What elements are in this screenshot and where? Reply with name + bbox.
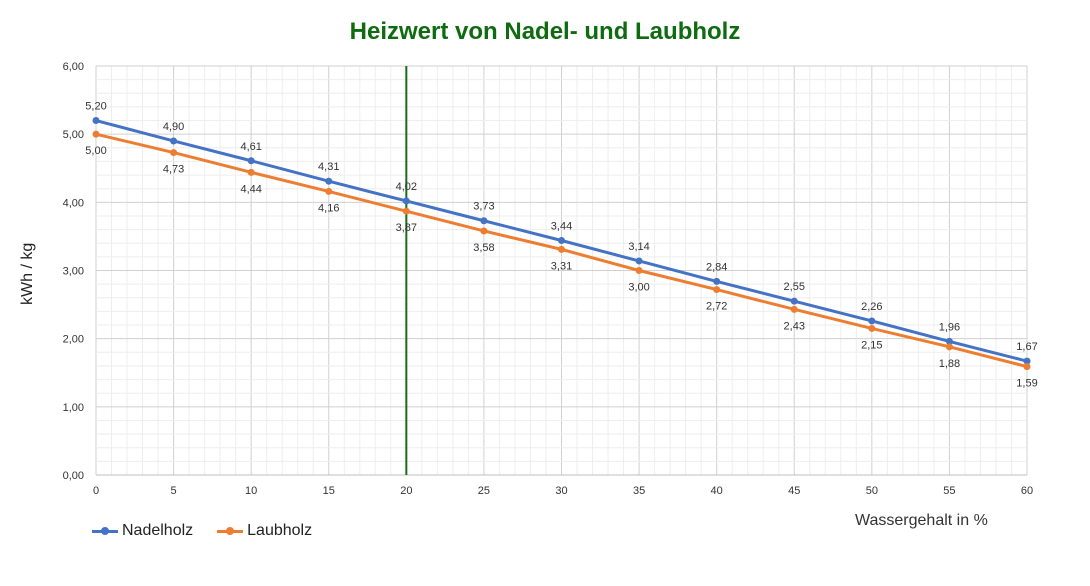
data-label-nadelholz: 2,26 <box>861 301 882 313</box>
data-point-nadelholz <box>635 257 643 265</box>
data-label-nadelholz: 4,02 <box>396 181 417 193</box>
data-label-laubholz: 3,58 <box>473 242 494 254</box>
data-label-laubholz: 5,00 <box>85 145 106 157</box>
data-point-nadelholz <box>790 297 798 305</box>
data-label-nadelholz: 3,14 <box>628 241 649 253</box>
data-point-nadelholz <box>945 337 953 345</box>
data-label-laubholz: 2,15 <box>861 339 882 351</box>
legend-label-laubholz: Laubholz <box>247 522 313 539</box>
data-label-nadelholz: 5,20 <box>85 101 106 113</box>
data-point-nadelholz <box>713 277 721 285</box>
legend-item-nadelholz: Nadelholz <box>92 522 193 540</box>
data-point-laubholz <box>325 187 333 195</box>
data-point-nadelholz <box>558 237 565 245</box>
x-tick-label: 50 <box>866 485 878 497</box>
y-tick-label: 4,00 <box>63 197 84 209</box>
chart-title: Heizwert von Nadel- und Laubholz <box>349 18 741 45</box>
data-label-laubholz: 4,16 <box>318 202 339 214</box>
data-point-laubholz <box>558 245 565 253</box>
data-point-laubholz <box>713 286 721 294</box>
data-label-laubholz: 3,31 <box>551 260 572 272</box>
data-label-laubholz: 3,00 <box>628 282 649 294</box>
data-point-nadelholz <box>92 117 100 125</box>
legend-swatch-nadelholz <box>92 526 118 535</box>
data-point-nadelholz <box>247 157 255 165</box>
legend: Nadelholz Laubholz <box>92 522 312 540</box>
data-point-laubholz <box>92 130 100 138</box>
y-tick-label: 5,00 <box>63 129 84 141</box>
data-label-nadelholz: 2,84 <box>706 261 727 273</box>
legend-item-laubholz: Laubholz <box>217 522 312 540</box>
x-tick-label: 40 <box>711 485 723 497</box>
x-tick-label: 15 <box>323 485 335 497</box>
data-point-nadelholz <box>480 217 488 225</box>
y-tick-label: 2,00 <box>63 334 84 346</box>
data-label-nadelholz: 1,67 <box>1016 341 1037 353</box>
data-point-nadelholz <box>170 137 178 145</box>
data-label-nadelholz: 3,44 <box>551 221 572 233</box>
data-label-nadelholz: 3,73 <box>473 201 494 213</box>
data-label-laubholz: 2,43 <box>784 320 805 332</box>
x-tick-label: 35 <box>633 485 645 497</box>
x-tick-label: 5 <box>171 485 177 497</box>
x-tick-label: 10 <box>245 485 257 497</box>
x-axis-label: Wassergehalt in % <box>855 512 988 529</box>
data-point-laubholz <box>790 305 798 313</box>
x-tick-label: 0 <box>93 485 99 497</box>
y-tick-label: 3,00 <box>63 266 84 278</box>
y-tick-label: 0,00 <box>63 470 84 482</box>
data-label-laubholz: 3,87 <box>396 222 417 234</box>
data-point-laubholz <box>1023 363 1031 371</box>
data-label-nadelholz: 4,90 <box>163 121 184 133</box>
data-label-nadelholz: 4,61 <box>240 141 261 153</box>
x-tick-label: 25 <box>478 485 490 497</box>
data-point-nadelholz <box>325 177 333 185</box>
x-tick-label: 20 <box>400 485 412 497</box>
legend-label-nadelholz: Nadelholz <box>122 522 194 539</box>
x-tick-label: 60 <box>1021 485 1033 497</box>
data-point-laubholz <box>480 227 488 235</box>
data-label-laubholz: 1,59 <box>1016 378 1037 390</box>
data-label-layer: 5,20 4,90 4,61 4,31 4,02 3,73 3,44 3,14 2,84 2,55… <box>85 101 1037 390</box>
data-label-laubholz: 4,73 <box>163 164 184 176</box>
y-tick-label: 6,00 <box>63 61 84 73</box>
data-label-laubholz: 1,88 <box>939 358 960 370</box>
data-point-nadelholz <box>402 197 410 205</box>
data-point-laubholz <box>170 149 178 157</box>
data-point-laubholz <box>402 207 410 215</box>
x-tick-label: 45 <box>788 485 800 497</box>
x-tick-label: 30 <box>555 485 567 497</box>
legend-swatch-laubholz <box>217 526 244 535</box>
x-tick-label: 55 <box>943 485 955 497</box>
grid-layer <box>95 65 1028 476</box>
data-point-nadelholz <box>868 317 876 325</box>
data-label-laubholz: 4,44 <box>240 183 261 195</box>
y-axis-label: kWh / kg <box>19 242 36 305</box>
data-point-laubholz <box>635 267 643 274</box>
data-label-nadelholz: 2,55 <box>784 281 805 293</box>
data-point-nadelholz <box>1023 357 1031 365</box>
data-point-laubholz <box>868 324 876 332</box>
data-point-laubholz <box>247 168 255 176</box>
series-layer <box>92 117 1031 371</box>
data-label-nadelholz: 1,96 <box>939 321 960 333</box>
y-tick-label: 1,00 <box>63 402 84 414</box>
data-label-laubholz: 2,72 <box>706 301 727 313</box>
data-point-laubholz <box>945 343 953 351</box>
axis-layer: 0,00 1,00 2,00 3,00 4,00 5,00 6,00 0 5 10 15 20 25 30… <box>63 61 1034 497</box>
data-label-nadelholz: 4,31 <box>318 161 339 173</box>
